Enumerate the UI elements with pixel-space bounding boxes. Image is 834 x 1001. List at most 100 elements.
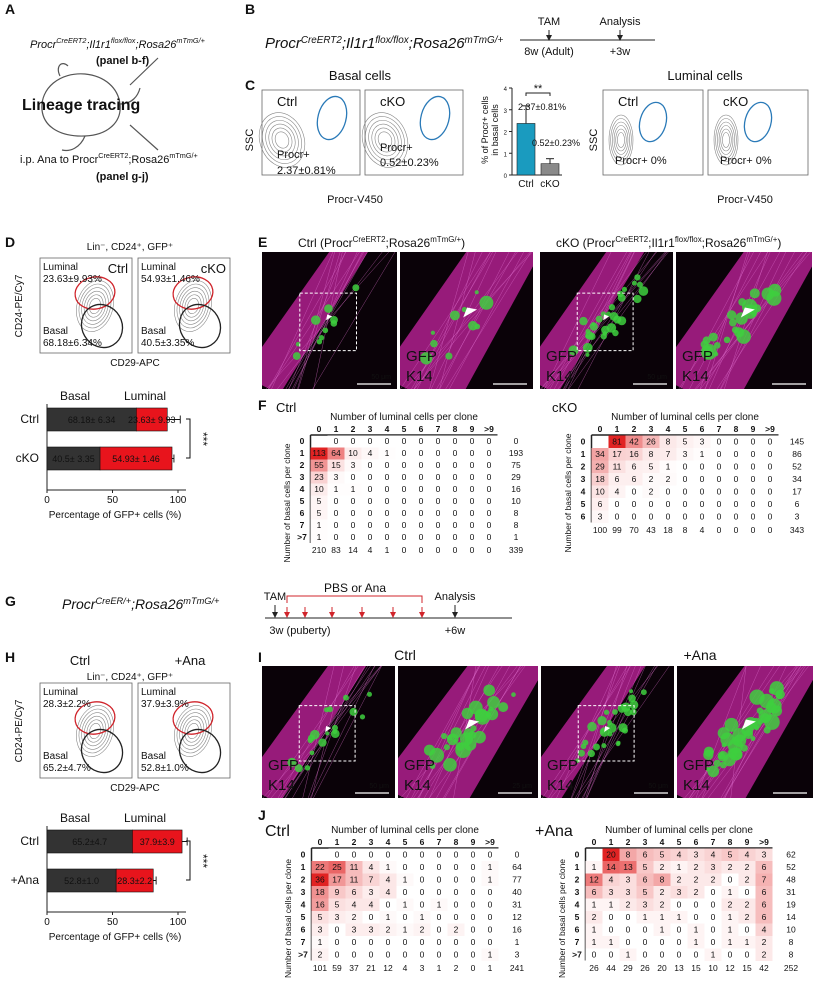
cell-value: 0 [385, 520, 390, 530]
heat-cell [429, 507, 447, 520]
heat-cell [310, 519, 328, 532]
column-label: 5 [683, 424, 688, 434]
gfp-cell [630, 708, 637, 716]
gfp-cell [349, 707, 358, 716]
heat-cell [755, 936, 773, 949]
fiber [313, 666, 382, 798]
contour [89, 723, 101, 739]
heat-cell [362, 886, 380, 899]
cell-value: 0 [683, 487, 688, 497]
scale-label: 50 μm [371, 374, 391, 381]
cell-value: 0 [471, 900, 476, 910]
zoom-box [577, 705, 635, 762]
cell-value: 1 [592, 900, 597, 910]
category-label: cKO [16, 451, 39, 465]
gfp-cell [470, 725, 477, 732]
heat-cell [328, 848, 346, 861]
heat-cell [361, 495, 379, 508]
column-total: 3 [420, 963, 425, 973]
cell-value: 0 [470, 496, 475, 506]
cell-value: 1 [728, 887, 733, 897]
cell-value: 0 [403, 887, 408, 897]
gfp-cell [702, 345, 713, 356]
gfp-cell [606, 722, 617, 733]
row-total: 1 [515, 937, 520, 947]
heat-cell [362, 848, 380, 861]
heat-cell [727, 498, 745, 511]
y-tick-label: 4 [504, 87, 508, 93]
heat-cell [310, 459, 328, 472]
duct [541, 666, 646, 798]
gfp-cell [749, 288, 760, 299]
legend-entry: Basal [60, 811, 90, 825]
cell-value: 0 [643, 925, 648, 935]
heat-cell [361, 471, 379, 484]
value-label: 28.3±2.2 [117, 876, 152, 886]
heat-cell [721, 848, 739, 861]
contour [608, 114, 634, 166]
panel-letter: C [245, 77, 255, 93]
contour [83, 290, 107, 322]
column-total: 101 [313, 963, 327, 973]
heat-cell [585, 923, 603, 936]
column-label: 2 [626, 837, 631, 847]
flow-plot [602, 89, 704, 176]
cell-value: 0 [643, 950, 648, 960]
cell-value: 2 [454, 925, 459, 935]
heat-cell [659, 460, 677, 473]
heat-cell [361, 435, 379, 448]
timeline-label: 8w (Adult) [524, 46, 574, 58]
category-label: Ctrl [20, 412, 39, 426]
contour [181, 715, 205, 747]
x-tick-label: 100 [170, 917, 187, 928]
gfp-cell [294, 764, 303, 773]
heat-cell [480, 435, 498, 448]
row-label: >7 [572, 950, 582, 960]
cell-value: 7 [369, 875, 374, 885]
column-label: 2 [352, 837, 357, 847]
group-label: Ctrl [618, 94, 638, 109]
heat-cell [602, 923, 620, 936]
cell-value: 6 [643, 875, 648, 885]
basal-label: Basal [43, 326, 68, 337]
legend-entry: Luminal [124, 811, 166, 825]
row-label: 1 [300, 448, 305, 458]
superscript: flox/flox [375, 35, 410, 46]
fiber [312, 252, 396, 389]
heat-cell [710, 498, 728, 511]
cell-value: 0 [711, 900, 716, 910]
category-label: +Ana [11, 873, 40, 887]
fiber [544, 252, 612, 389]
cell-value: 0 [717, 462, 722, 472]
contour [361, 112, 409, 168]
contour [181, 290, 205, 322]
heat-cell [642, 448, 660, 461]
gfp-cell [575, 758, 580, 764]
zoom-box [576, 292, 634, 352]
heat-cell [463, 447, 481, 460]
heat-cell [379, 898, 397, 911]
fiber [720, 252, 786, 389]
heat-cell [480, 483, 498, 496]
heat-cell [670, 861, 688, 874]
cell-value: 0 [717, 474, 722, 484]
contour [179, 712, 207, 750]
cell-value: 8 [660, 875, 665, 885]
heat-cell [704, 936, 722, 949]
cell-value: 0 [436, 496, 441, 506]
heat-cell [310, 531, 328, 544]
heat-cell [446, 447, 464, 460]
heat-cell [429, 447, 447, 460]
heat-cell [653, 911, 671, 924]
micrograph [262, 666, 395, 798]
heat-cell [659, 485, 677, 498]
text-span: ;Rosa26 [409, 35, 466, 52]
fiber [556, 666, 619, 798]
contour [176, 283, 210, 329]
heat-cell [642, 485, 660, 498]
cell-value: 0 [437, 925, 442, 935]
cell-value: 0 [369, 950, 374, 960]
micrograph [262, 252, 397, 389]
cell-value: 2 [694, 875, 699, 885]
